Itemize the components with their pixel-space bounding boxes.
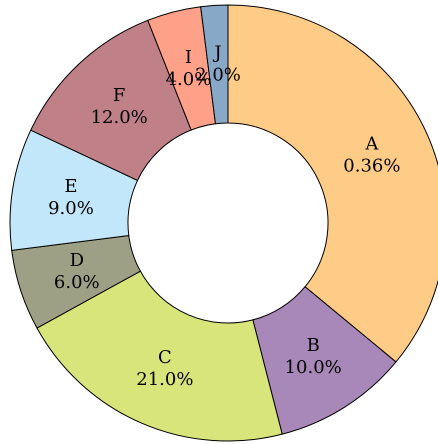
slice-value-a: 0.36% [343,155,400,176]
slice-label-a: A [364,133,379,154]
slice-j [200,4,229,125]
slice-value-b: 10.0% [285,357,342,378]
slice-value-j: 2.0% [195,64,241,85]
slice-value-e: 9.0% [48,198,94,219]
slice-label-c: C [158,347,172,368]
slice-label-f: F [113,85,126,106]
slice-label-j: J [212,42,221,63]
slice-label-d: D [70,250,84,271]
slice-label-b: B [307,335,320,356]
slice-c [36,270,283,442]
slice-value-c: 21.0% [136,369,193,390]
slice-label-e: E [64,176,77,197]
slice-a [227,4,438,363]
slice-label-i: I [185,47,192,68]
slice-value-d: 6.0% [54,272,100,293]
slice-value-i: 4.0% [166,69,212,90]
slice-value-f: 12.0% [91,107,148,128]
